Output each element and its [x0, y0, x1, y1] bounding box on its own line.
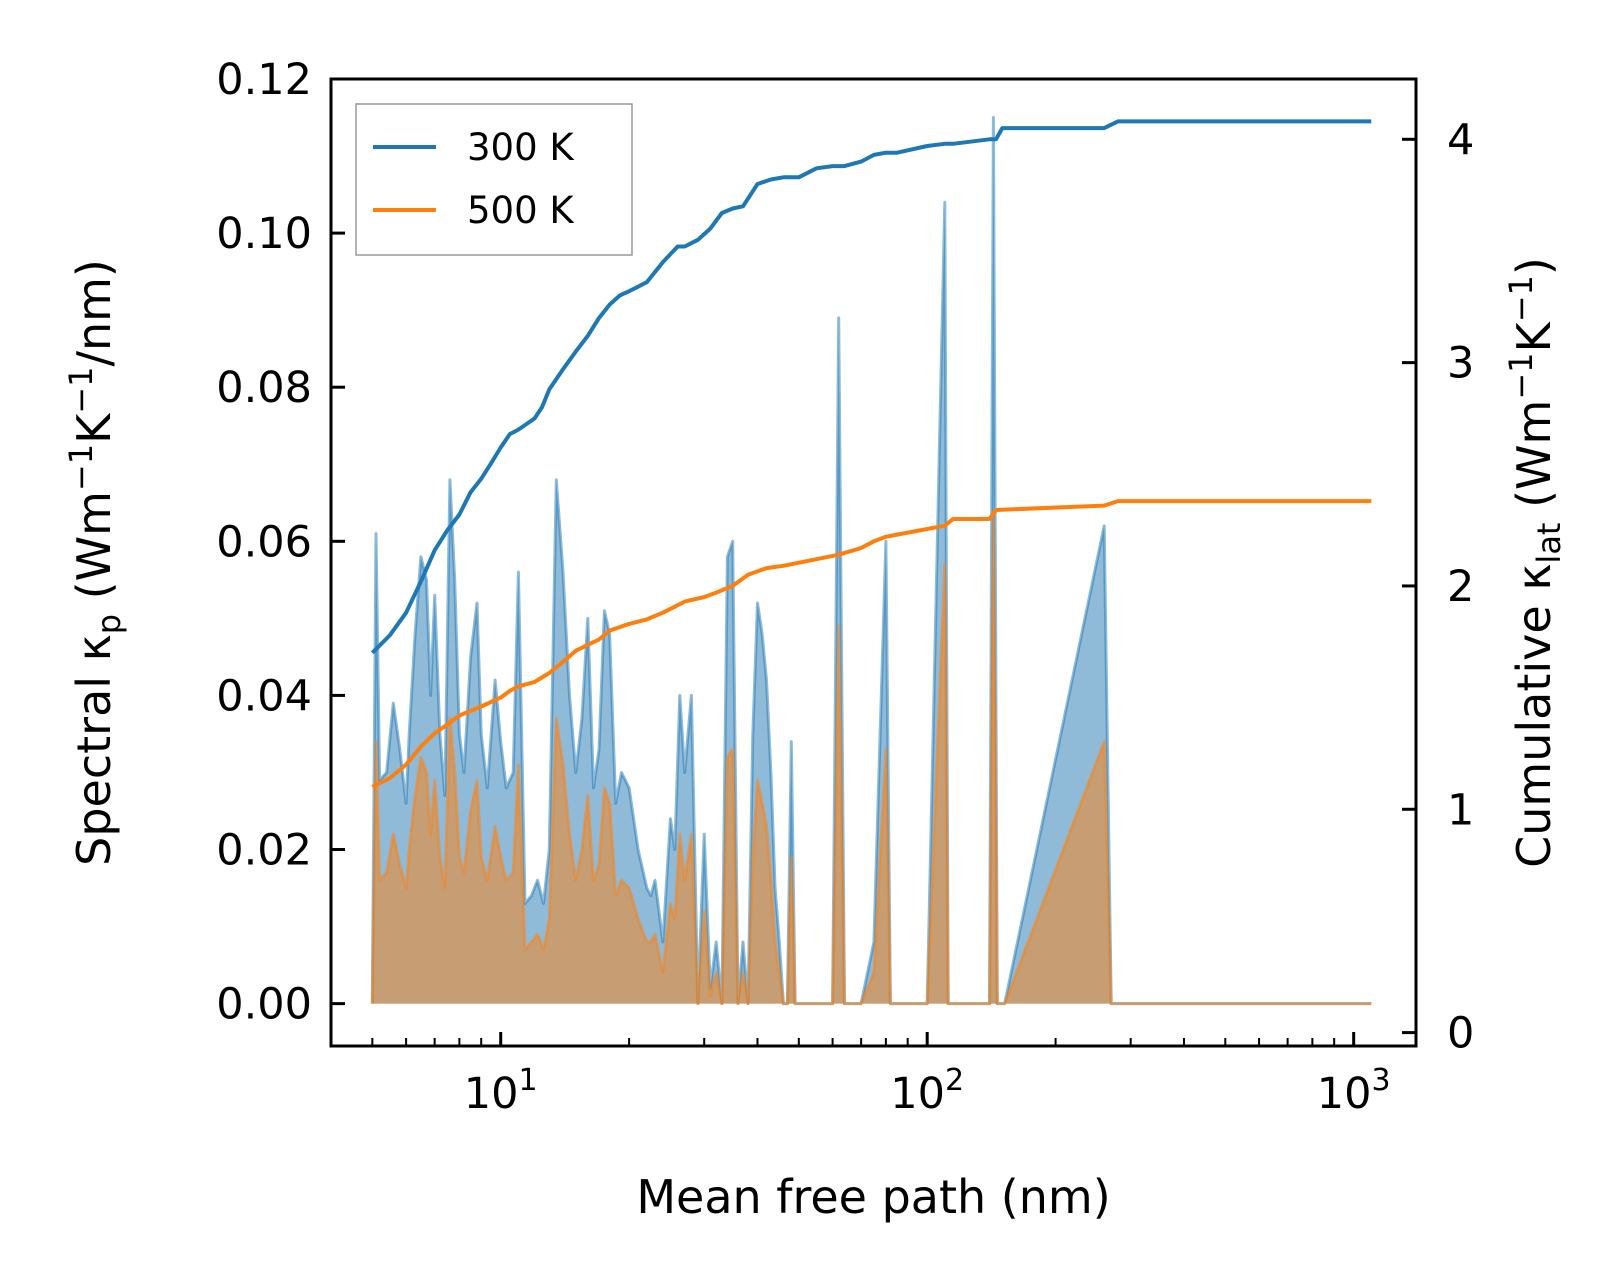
- spectral-layer: [370, 116, 1372, 1006]
- y-right-tick-label: 1: [1447, 785, 1474, 835]
- y-right-tick-label: 0: [1447, 1009, 1474, 1059]
- cumulative-layer: [370, 119, 1372, 789]
- cumulative-line-300k: [370, 119, 1372, 655]
- y-right-tick-label: 4: [1447, 115, 1474, 165]
- y-left-axis-label: Spectral κp (Wm−1K−1/nm): [62, 259, 128, 866]
- plot-frame: [329, 77, 1418, 1048]
- ticks-layer: [330, 77, 1416, 1046]
- y-right-tick-label: 2: [1447, 562, 1474, 612]
- y-right-tick-label: 3: [1447, 339, 1474, 389]
- x-tick-label: 103: [1317, 1063, 1391, 1119]
- legend-box: [355, 103, 633, 256]
- spectral-area-300k: [372, 117, 1372, 1004]
- x-axis-label: Mean free path (nm): [636, 1170, 1110, 1224]
- y-right-axis-label: Cumulative κlat (Wm−1K−1): [1502, 257, 1568, 868]
- y-left-tick-label: 0.08: [216, 363, 312, 413]
- y-left-tick-label: 0.04: [216, 671, 312, 721]
- y-left-tick-label: 0.10: [216, 209, 312, 259]
- y-left-tick-label: 0.00: [216, 980, 312, 1030]
- x-tick-label: 101: [464, 1063, 538, 1119]
- y-left-tick-label: 0.12: [216, 55, 312, 105]
- x-tick-label: 102: [890, 1063, 964, 1119]
- labels-layer: 0.00 0.02 0.04 0.06 0.08 0.10 0.12 0 1 2 3 4 101 102 1…: [62, 55, 1568, 1224]
- y-left-tick-label: 0.06: [216, 517, 312, 567]
- cumulative-line-500k: [371, 499, 1372, 789]
- y-left-tick-label: 0.02: [216, 826, 312, 876]
- spectral-line-500k: [370, 516, 1372, 1006]
- legend-label-500k: 500 K: [467, 189, 575, 232]
- legend-label-300k: 300 K: [467, 126, 575, 169]
- legend: 300 K 500 K: [355, 103, 633, 256]
